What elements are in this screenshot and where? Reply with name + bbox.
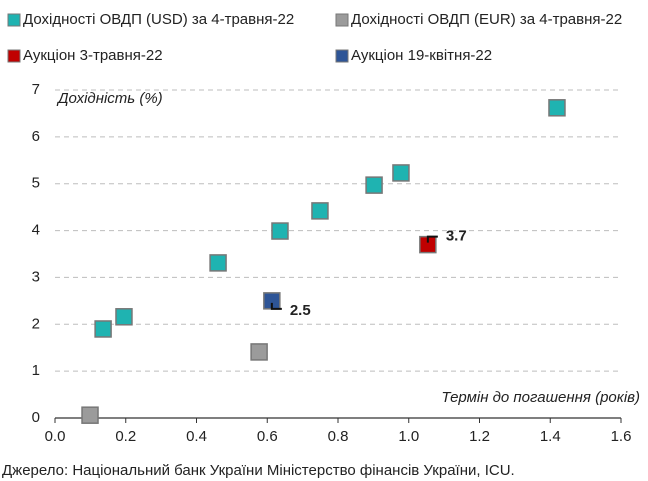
legend-swatch <box>7 13 21 27</box>
y-tick-label: 0 <box>32 409 40 426</box>
legend-label: Дохідності ОВДП (USD) за 4-травня-22 <box>23 11 294 28</box>
point <box>271 222 289 240</box>
point <box>392 164 410 182</box>
x-tick-label: 0.0 <box>45 428 66 445</box>
point <box>311 202 329 220</box>
y-tick-label: 7 <box>32 81 40 98</box>
data-label: 3.7 <box>446 228 467 245</box>
x-tick-label: 0.8 <box>328 428 349 445</box>
point <box>209 254 227 272</box>
y-axis-label: Дохідність (%) <box>56 90 163 107</box>
legend-swatch <box>335 49 349 63</box>
y-tick-label: 5 <box>32 175 40 192</box>
point <box>548 99 566 117</box>
legend-swatch <box>7 49 21 63</box>
y-tick-label: 3 <box>32 268 40 285</box>
x-tick-label: 1.2 <box>469 428 490 445</box>
legend-label: Аукціон 19-квітня-22 <box>351 47 492 64</box>
x-tick-label: 1.4 <box>540 428 561 445</box>
point <box>81 406 99 424</box>
leader-line <box>270 302 282 310</box>
y-tick-label: 4 <box>32 222 40 239</box>
x-tick-label: 0.4 <box>186 428 207 445</box>
y-tick-label: 6 <box>32 128 40 145</box>
x-tick-label: 0.2 <box>115 428 136 445</box>
legend-swatch <box>335 13 349 27</box>
legend-label: Аукціон 3-травня-22 <box>23 47 163 64</box>
x-tick-label: 0.6 <box>257 428 278 445</box>
y-tick-label: 2 <box>32 315 40 332</box>
x-tick-label: 1.6 <box>611 428 632 445</box>
leader-line <box>426 235 438 243</box>
point <box>94 320 112 338</box>
point <box>250 343 268 361</box>
source: Джерело: Національний банк України Мініс… <box>2 462 515 479</box>
data-label: 2.5 <box>290 302 311 319</box>
x-axis-label: Термін до погашення (років) <box>441 389 640 406</box>
x-tick-label: 1.0 <box>398 428 419 445</box>
point <box>365 176 383 194</box>
point <box>115 308 133 326</box>
y-tick-label: 1 <box>32 362 40 379</box>
legend-label: Дохідності ОВДП (EUR) за 4-травня-22 <box>351 11 622 28</box>
